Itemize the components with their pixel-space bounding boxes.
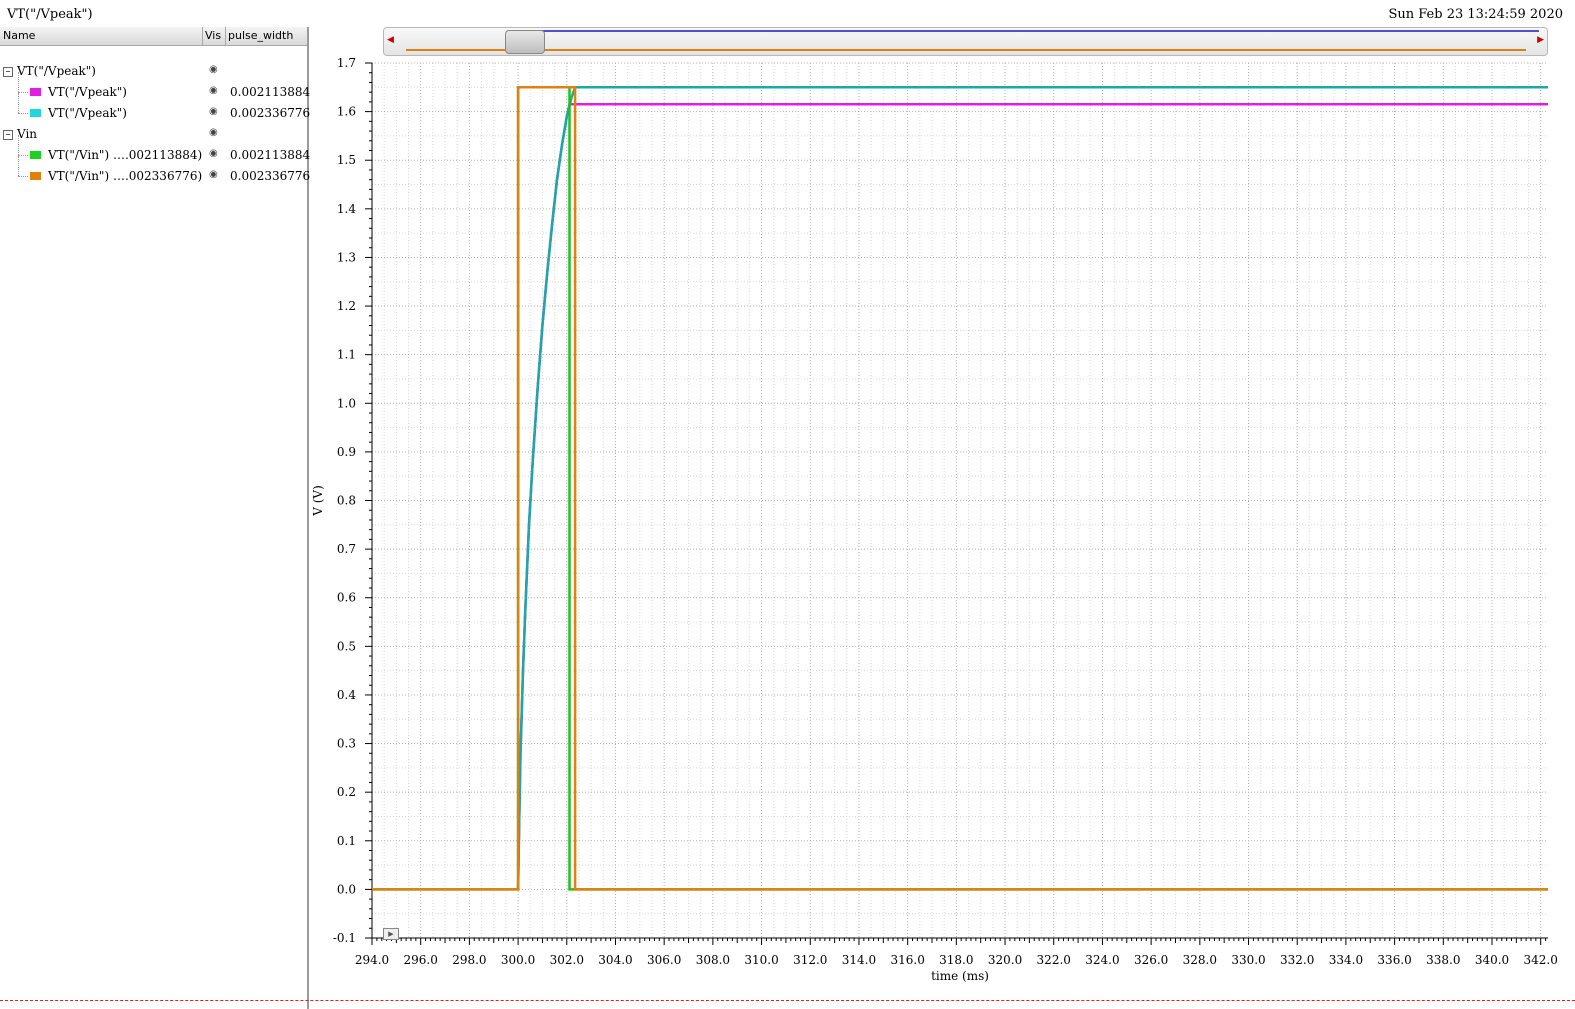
x-tick-label: 310.0 — [744, 953, 778, 967]
collapse-icon[interactable]: − — [3, 130, 13, 140]
x-tick-label: 312.0 — [793, 953, 827, 967]
x-tick-label: 302.0 — [550, 953, 584, 967]
x-tick-label: 298.0 — [452, 953, 486, 967]
y-tick-label: 0.7 — [337, 542, 356, 556]
trace-label: Vin — [17, 127, 38, 141]
y-tick-label: 1.3 — [337, 250, 356, 264]
y-tick-label: 0.3 — [337, 737, 356, 751]
x-tick-label: 300.0 — [501, 953, 535, 967]
eye-icon[interactable]: ◉ — [209, 106, 218, 117]
trace-row[interactable]: VT("/Vpeak") ◉ 0.002113884 — [0, 72, 311, 102]
trace-label: VT("/Vpeak") — [48, 85, 127, 99]
x-tick-label: 318.0 — [939, 953, 973, 967]
pulse-width-value: 0.002336776 — [230, 106, 311, 120]
trace-color-swatch — [30, 151, 41, 159]
pulse-width-value: 0.002336776 — [230, 169, 311, 183]
series-line-4 — [372, 86, 1548, 891]
eye-icon[interactable]: ◉ — [209, 148, 218, 159]
scroll-left-arrow-icon[interactable]: ◀ — [387, 35, 394, 45]
x-tick-label: 328.0 — [1183, 953, 1217, 967]
trace-browser-panel: Name Vis pulse_width − VT("/Vpeak") ◉ VT("/… — [0, 27, 311, 1009]
waveform-chart[interactable]: 294.0 296.0 298.0 300.0 302.0 304.0 306.0 308.0… — [308, 54, 1568, 999]
y-tick-label: -0.1 — [333, 931, 356, 945]
trace-row[interactable]: VT("/Vin") ….002336776) ◉ 0.002336776 — [0, 156, 311, 186]
divider — [0, 1000, 1575, 1001]
column-header-pulse-width[interactable]: pulse_width — [228, 29, 294, 42]
x-tick-label: 322.0 — [1037, 953, 1071, 967]
x-tick-label: 314.0 — [842, 953, 876, 967]
trace-group-row[interactable]: − Vin ◉ — [0, 124, 307, 144]
eye-icon[interactable]: ◉ — [209, 127, 218, 138]
y-tick-label: 1.5 — [337, 153, 356, 167]
x-tick-label: 338.0 — [1426, 953, 1460, 967]
trace-color-swatch — [30, 88, 41, 96]
y-tick-label: 0.8 — [337, 494, 356, 508]
x-tick-label: 294.0 — [355, 953, 389, 967]
y-tick-label: 0.4 — [337, 688, 356, 702]
eye-icon[interactable]: ◉ — [209, 85, 218, 96]
x-axis-label: time (ms) — [931, 969, 989, 983]
trace-row[interactable]: VT("/Vin") ….002113884) ◉ 0.002113884 — [0, 135, 311, 165]
x-tick-label: 340.0 — [1475, 953, 1509, 967]
y-tick-label: 0.0 — [337, 882, 356, 896]
x-tick-label: 306.0 — [647, 953, 681, 967]
y-axis-label: V (V) — [311, 485, 325, 517]
series-line-2 — [516, 86, 1548, 890]
x-tick-label: 320.0 — [988, 953, 1022, 967]
x-tick-label: 296.0 — [404, 953, 438, 967]
y-tick-label: 0.9 — [337, 445, 356, 459]
y-tick-label: 0.2 — [337, 785, 356, 799]
scroll-thumb[interactable] — [505, 30, 545, 54]
trace-group-row[interactable]: − VT("/Vpeak") ◉ — [0, 61, 307, 81]
trace-label: VT("/Vpeak") — [48, 106, 127, 120]
y-tick-label: 0.1 — [337, 834, 356, 848]
pulse-width-value: 0.002113884 — [230, 148, 311, 162]
trace-table-header: Name Vis pulse_width — [0, 27, 307, 46]
x-tick-label: 334.0 — [1329, 953, 1363, 967]
x-tick-label: 342.0 — [1524, 953, 1558, 967]
title-bar: VT("/Vpeak") Sun Feb 23 13:24:59 2020 — [0, 0, 1575, 28]
trace-row[interactable]: VT("/Vpeak") ◉ 0.002336776 — [0, 93, 311, 123]
pulse-width-value: 0.002113884 — [230, 85, 311, 99]
x-tick-label: 324.0 — [1085, 953, 1119, 967]
y-tick-label: 1.7 — [337, 56, 356, 70]
trace-label: VT("/Vpeak") — [17, 64, 96, 78]
x-tick-label: 304.0 — [598, 953, 632, 967]
collapse-icon[interactable]: − — [3, 67, 13, 77]
plot-title: VT("/Vpeak") — [7, 7, 93, 22]
x-tick-label: 336.0 — [1377, 953, 1411, 967]
series-line-3 — [372, 86, 1548, 891]
y-tick-label: 1.0 — [337, 396, 356, 410]
trace-label: VT("/Vin") ….002336776) — [48, 169, 203, 183]
x-tick-label: 316.0 — [890, 953, 924, 967]
time-scrollbar[interactable]: ◀ ▶ — [383, 27, 1548, 56]
eye-icon[interactable]: ◉ — [209, 64, 218, 75]
y-tick-label: 1.2 — [337, 299, 356, 313]
scroll-right-arrow-icon[interactable]: ▶ — [1537, 35, 1544, 45]
column-header-name[interactable]: Name — [3, 29, 36, 42]
timestamp: Sun Feb 23 13:24:59 2020 — [1388, 7, 1563, 22]
x-tick-label: 330.0 — [1231, 953, 1265, 967]
trace-color-swatch — [30, 109, 41, 117]
y-tick-label: 1.1 — [337, 348, 356, 362]
trace-color-swatch — [30, 172, 41, 180]
y-tick-label: 1.6 — [337, 105, 356, 119]
column-header-vis[interactable]: Vis — [205, 29, 222, 42]
x-tick-label: 326.0 — [1134, 953, 1168, 967]
trace-label: VT("/Vin") ….002113884) — [48, 148, 203, 162]
eye-icon[interactable]: ◉ — [209, 169, 218, 180]
y-tick-label: 0.6 — [337, 591, 356, 605]
x-tick-label: 332.0 — [1280, 953, 1314, 967]
play-icon[interactable]: ▶ — [383, 928, 399, 940]
x-tick-label: 308.0 — [696, 953, 730, 967]
y-tick-label: 0.5 — [337, 639, 356, 653]
series-line-1 — [516, 103, 1548, 890]
y-tick-label: 1.4 — [337, 202, 356, 216]
